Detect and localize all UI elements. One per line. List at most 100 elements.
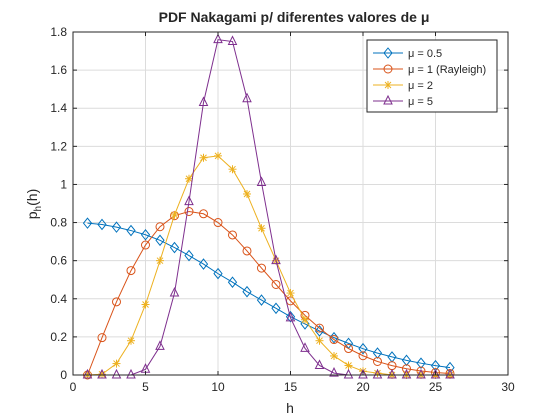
data-point xyxy=(112,359,121,368)
legend-label: μ = 0.5 xyxy=(408,48,442,60)
data-point xyxy=(227,35,238,46)
y-axis-label: ph(h) xyxy=(24,189,44,219)
data-point xyxy=(242,285,252,298)
legend-marker xyxy=(384,81,392,89)
x-axis-label: h xyxy=(286,400,294,416)
y-tick-label: 1.2 xyxy=(50,139,67,153)
data-point xyxy=(285,310,296,323)
data-point xyxy=(97,333,107,343)
data-point xyxy=(184,207,194,217)
data-point xyxy=(227,276,238,288)
data-point xyxy=(358,368,368,379)
data-point xyxy=(111,221,122,233)
y-tick-label: 0.2 xyxy=(50,330,67,344)
x-tick-label: 20 xyxy=(356,380,370,394)
data-point xyxy=(315,323,324,333)
legend-marker xyxy=(383,47,393,59)
data-point xyxy=(445,368,455,379)
data-point xyxy=(141,240,150,250)
data-point xyxy=(184,249,194,262)
y-tick-label: 1.4 xyxy=(50,101,67,115)
data-point xyxy=(155,234,165,247)
data-point xyxy=(343,368,354,379)
legend-item: μ = 5 xyxy=(373,94,433,108)
data-point xyxy=(184,195,194,206)
data-point xyxy=(126,368,136,379)
data-point xyxy=(155,222,165,232)
data-point xyxy=(242,92,252,103)
data-point xyxy=(126,266,136,276)
data-point xyxy=(387,368,397,379)
data-point xyxy=(271,279,281,289)
data-point xyxy=(111,368,122,379)
y-tick-label: 0.4 xyxy=(50,292,67,306)
data-point xyxy=(97,218,107,231)
data-point xyxy=(286,289,295,298)
legend-label: μ = 5 xyxy=(408,96,433,108)
legend-label: μ = 1 (Rayleigh) xyxy=(408,64,486,76)
legend-item: μ = 2 xyxy=(373,80,433,92)
data-point xyxy=(228,165,237,174)
data-point xyxy=(256,176,267,187)
data-point xyxy=(156,256,164,265)
chart-title: PDF Nakagami p/ diferentes valores de μ xyxy=(159,9,430,25)
data-point xyxy=(314,325,325,337)
x-tick-label: 30 xyxy=(501,380,515,394)
data-point xyxy=(401,368,412,379)
axes: 0 5 10 15 20 25 30 0 0.2 0.4 0.6 0.8 1 1.2 1.4 1.6 1.8 xyxy=(50,25,515,394)
x-tick-label: 5 xyxy=(142,380,149,394)
legend-item: μ = 0.5 xyxy=(373,47,442,60)
legend-label: μ = 2 xyxy=(408,80,433,92)
data-point xyxy=(315,336,324,345)
y-tick-label: 1.8 xyxy=(50,25,67,39)
legend-marker xyxy=(383,64,393,74)
series-line xyxy=(87,222,451,369)
data-point xyxy=(242,246,252,256)
data-point xyxy=(401,354,412,367)
data-point xyxy=(300,342,310,352)
data-point xyxy=(82,368,93,379)
data-point xyxy=(285,311,296,322)
legend-item: μ = 1 (Rayleigh) xyxy=(373,64,486,76)
y-tick-label: 1 xyxy=(60,177,67,191)
data-point xyxy=(416,357,426,369)
data-point xyxy=(198,96,209,107)
data-point xyxy=(82,217,93,229)
data-point xyxy=(344,344,353,354)
legend-marker xyxy=(383,94,393,105)
data-point xyxy=(329,366,339,377)
data-point xyxy=(344,361,353,370)
x-tick-label: 25 xyxy=(429,380,443,394)
data-point xyxy=(213,218,223,228)
y-tick-label: 0.6 xyxy=(50,254,67,268)
data-point xyxy=(169,286,180,297)
series-2 xyxy=(83,207,455,380)
data-point xyxy=(257,224,266,233)
data-point xyxy=(170,210,179,219)
data-point xyxy=(198,258,209,270)
data-point xyxy=(330,351,338,360)
data-point xyxy=(314,359,325,369)
y-tick-label: 0 xyxy=(60,368,67,382)
data-point xyxy=(271,254,281,265)
data-point xyxy=(185,174,193,183)
data-point xyxy=(358,342,368,355)
data-point xyxy=(256,294,267,306)
legend-box xyxy=(366,39,498,113)
data-point xyxy=(257,263,266,273)
data-point xyxy=(430,368,441,379)
data-point xyxy=(372,368,383,379)
data-point xyxy=(126,224,136,237)
data-point xyxy=(416,368,426,379)
data-point xyxy=(140,228,151,241)
data-point xyxy=(213,33,223,44)
data-point xyxy=(228,230,237,240)
data-point xyxy=(329,335,339,345)
x-tick-label: 15 xyxy=(284,380,298,394)
data-point xyxy=(243,189,251,198)
x-tick-label: 10 xyxy=(211,380,225,394)
data-point xyxy=(199,153,208,162)
data-point xyxy=(97,368,107,379)
data-point xyxy=(372,347,383,359)
